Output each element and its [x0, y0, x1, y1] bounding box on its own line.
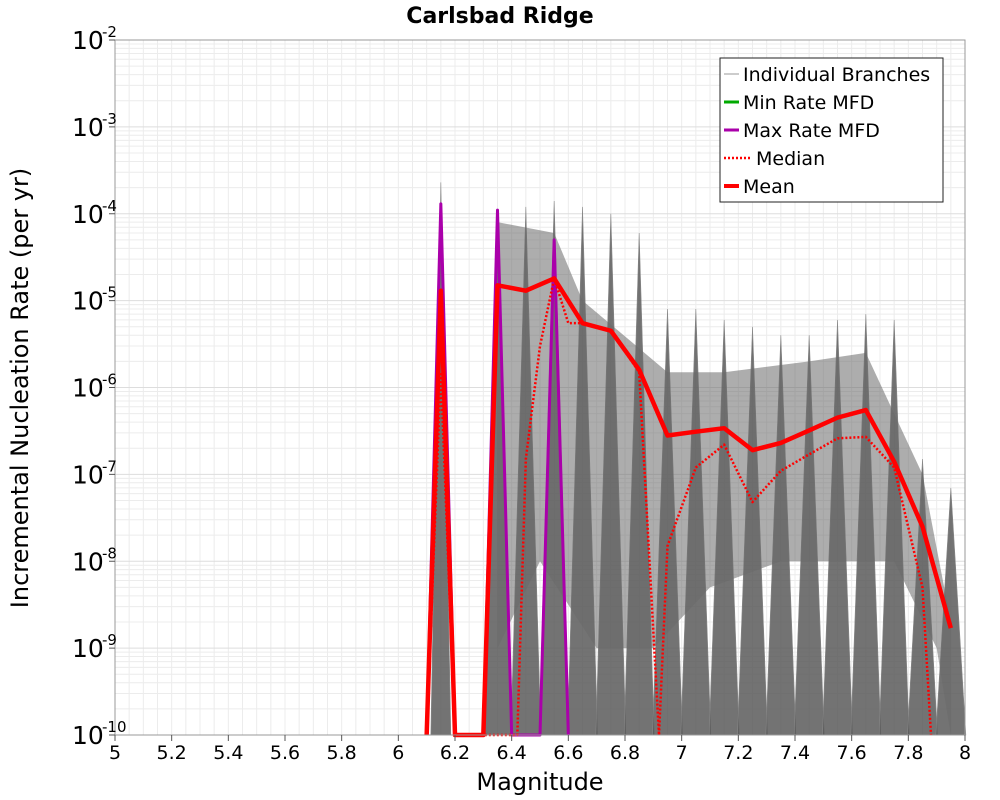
y-tick-exponent: -2: [102, 23, 117, 41]
x-tick-label: 7.4: [780, 742, 810, 764]
y-axis-title: Incremental Nucleation Rate (per yr): [6, 168, 34, 608]
y-tick-label: 10: [72, 287, 104, 316]
y-tick-exponent: -6: [102, 371, 117, 389]
individual-branches: [430, 182, 967, 736]
legend-label-mean: Mean: [743, 176, 795, 198]
x-tick-label: 5.2: [157, 742, 187, 764]
y-tick-exponent: -9: [102, 631, 117, 649]
x-tick-label: 6.6: [553, 742, 583, 764]
x-tick-label: 5.6: [270, 742, 300, 764]
y-tick-exponent: -8: [102, 544, 117, 562]
x-tick-label: 5.4: [213, 742, 243, 764]
legend: Individual Branches Min Rate MFD Max Rat…: [719, 57, 944, 203]
y-tick-exponent: -4: [102, 197, 117, 215]
y-tick-exponent: -7: [102, 457, 117, 475]
x-axis-title: Magnitude: [476, 768, 603, 796]
x-tick-label: 5: [109, 742, 121, 764]
x-tick-label: 5.8: [327, 742, 357, 764]
y-tick-exponent: -3: [102, 110, 117, 128]
branch-envelope: [497, 222, 951, 735]
y-tick-label: 10: [72, 634, 104, 663]
y-tick-label: 10: [72, 547, 104, 576]
y-tick-label: 10: [72, 460, 104, 489]
legend-label-min-rate: Min Rate MFD: [743, 92, 874, 114]
x-tick-label: 7.8: [893, 742, 923, 764]
x-tick-label: 6: [392, 742, 404, 764]
x-tick-label: 6.2: [440, 742, 470, 764]
series-line-median: [425, 277, 933, 737]
y-tick-label: 10: [72, 113, 104, 142]
x-tick-label: 7.6: [837, 742, 867, 764]
legend-label-median: Median: [756, 148, 825, 170]
series-lines: [424, 202, 954, 738]
legend-box: [719, 57, 944, 203]
legend-label-individual-branches: Individual Branches: [743, 64, 930, 86]
y-tick-exponent: -5: [102, 284, 117, 302]
x-tick-label: 8: [959, 742, 971, 764]
y-tick-label: 10: [72, 200, 104, 229]
series-line-mean: [424, 276, 954, 738]
x-axis-ticks: 5 5.2 5.4 5.6 5.8 6 6.2 6.4 6.6 6.8 7 7.2 7.4 7.6 7.8 8: [109, 735, 971, 764]
x-tick-label: 6.8: [610, 742, 640, 764]
x-tick-label: 7: [676, 742, 688, 764]
y-tick-label: 10: [72, 721, 104, 750]
x-tick-label: 7.2: [723, 742, 753, 764]
x-tick-label: 6.4: [497, 742, 527, 764]
legend-label-max-rate: Max Rate MFD: [743, 120, 880, 142]
y-tick-label: 10: [72, 374, 104, 403]
y-tick-label: 10: [72, 26, 104, 55]
chart-title: Carlsbad Ridge: [406, 4, 593, 29]
y-tick-exponent: -10: [102, 718, 127, 736]
